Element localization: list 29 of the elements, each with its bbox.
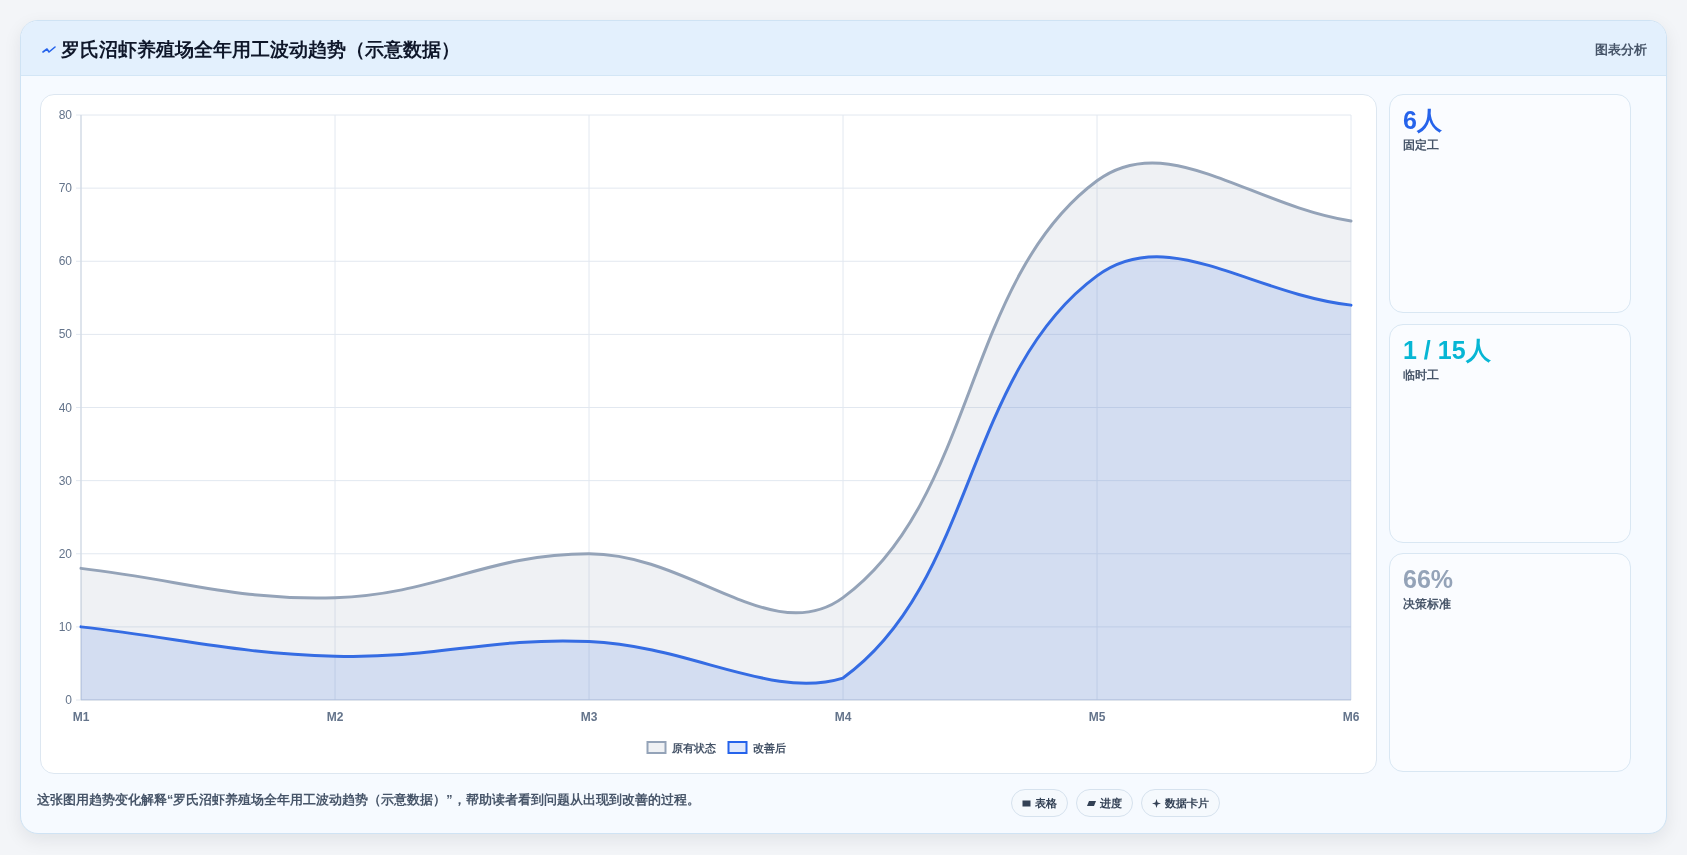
y-tick-label: 10 xyxy=(58,619,73,634)
legend-label: 原有状态 xyxy=(670,742,717,754)
y-tick-label: 20 xyxy=(58,546,73,561)
y-tick-label: 40 xyxy=(58,400,73,415)
text: 数据卡片 xyxy=(1165,795,1209,811)
legend-label: 改善后 xyxy=(752,742,786,754)
text: 6人 xyxy=(1403,105,1442,135)
x-tick-label: M2 xyxy=(326,710,344,724)
x-tick-label: M3 xyxy=(580,710,598,724)
y-tick-label: 50 xyxy=(58,327,73,342)
text: 固定工 xyxy=(1403,137,1439,153)
x-tick-label: M4 xyxy=(834,710,852,724)
x-tick-label: M5 xyxy=(1088,710,1106,724)
text: 进度 xyxy=(1100,795,1122,811)
y-tick-label: 60 xyxy=(58,254,73,269)
text: 66% xyxy=(1403,564,1454,594)
x-tick-label: M1 xyxy=(72,710,90,724)
y-tick-label: 30 xyxy=(58,473,73,488)
y-tick-label: 80 xyxy=(58,108,73,122)
text: 临时工 xyxy=(1403,366,1439,383)
text: 决策标准 xyxy=(1403,596,1451,612)
text: 这张图用趋势变化解释“罗氏沼虾养殖场全年用工波动趋势（示意数据）”，帮助读者看到问题从出现到改善的过程。 xyxy=(37,791,700,809)
chart-title: 罗氏沼虾养殖场全年用工波动趋势（示意数据） xyxy=(61,38,460,62)
text: 图表分析 xyxy=(1595,41,1647,59)
text: 表格 xyxy=(1035,795,1057,811)
y-tick-label: 0 xyxy=(65,693,73,707)
y-tick-label: 70 xyxy=(58,181,73,196)
text: 1 / 15人 xyxy=(1403,334,1491,365)
x-tick-label: M6 xyxy=(1342,710,1360,724)
